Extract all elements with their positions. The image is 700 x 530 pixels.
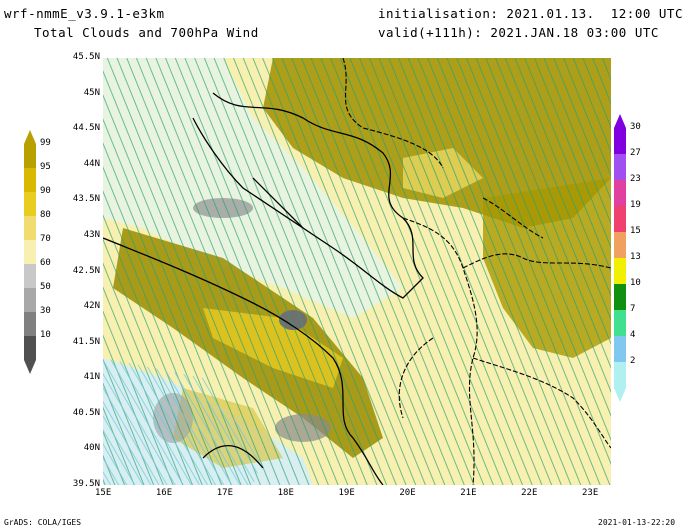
colorbar-swatch: [614, 284, 626, 310]
colorbar-label: 60: [40, 258, 51, 268]
footer-credit: GrADS: COLA/IGES: [4, 518, 82, 527]
colorbar-swatch: [24, 192, 36, 216]
lat-label: 41N: [83, 372, 100, 383]
colorbar-swatch: [614, 362, 626, 388]
lat-label: 42.5N: [72, 265, 100, 276]
lat-label: 39.5N: [72, 479, 100, 489]
colorbar-swatch: [614, 232, 626, 258]
colorbar-swatch: [24, 288, 36, 312]
lon-label: 16E: [155, 488, 173, 498]
map-canvas: [103, 58, 611, 485]
lat-label: 43N: [83, 229, 100, 240]
lat-label: 45N: [83, 87, 100, 98]
colorbar-swatch: [614, 258, 626, 284]
lon-label: 17E: [216, 488, 234, 498]
colorbar-label: 15: [630, 226, 641, 236]
colorbar-swatch: [614, 180, 626, 206]
colorbar-label: 10: [630, 278, 641, 288]
lat-label: 45.5N: [72, 52, 100, 62]
footer-timestamp: 2021-01-13-22:20: [598, 518, 676, 527]
colorbar-swatch: [614, 310, 626, 336]
country-borders: [342, 58, 611, 485]
lon-label: 21E: [460, 488, 477, 498]
init-time: initialisation: 2021.01.13. 12:00 UTC: [378, 6, 683, 21]
model-title: wrf-nmmE_v3.9.1-e3km: [4, 6, 165, 21]
colorbar-label: 70: [40, 234, 51, 244]
colorbar-label: 13: [630, 252, 641, 262]
valid-time: valid(+111h): 2021.JAN.18 03:00 UTC: [378, 25, 659, 40]
colorbar-label: 95: [40, 162, 51, 172]
colorbar-label: 80: [40, 210, 51, 220]
colorbar-label: 99: [40, 138, 51, 148]
wind-field-light: [103, 358, 263, 485]
colorbar-label: 10: [40, 330, 51, 340]
lat-label: 40.5N: [72, 407, 100, 418]
colorbar-swatch: [614, 206, 626, 232]
colorbar-swatch: [24, 240, 36, 264]
colorbar-swatch: [24, 312, 36, 336]
colorbar-swatch: [24, 336, 36, 360]
colorbar-label: 30: [40, 306, 51, 316]
colorbar-swatch: [24, 144, 36, 168]
colorbar-arrow-bottom: [24, 360, 36, 374]
lon-label: 23E: [582, 488, 599, 498]
cloud-cover-colorbar: 99 95 90 80 70 60 50 30 10: [24, 130, 84, 400]
lat-label: 43.5N: [72, 194, 100, 205]
colorbar-swatch: [24, 168, 36, 192]
colorbar-swatch: [614, 336, 626, 362]
colorbar-swatch: [24, 216, 36, 240]
colorbar-label: 30: [630, 122, 641, 132]
colorbar-arrow-top: [24, 130, 36, 144]
lon-label: 18E: [277, 488, 294, 498]
colorbar-label: 4: [630, 330, 636, 340]
lat-label: 40N: [83, 443, 100, 454]
colorbar-swatch: [24, 264, 36, 288]
lat-label: 44N: [83, 158, 100, 169]
lat-label: 41.5N: [72, 336, 100, 347]
colorbar-label: 23: [630, 174, 641, 184]
colorbar-label: 27: [630, 148, 641, 158]
product-title: Total Clouds and 700hPa Wind: [34, 25, 259, 40]
colorbar-swatch: [614, 128, 626, 154]
wind-speed-colorbar: 30 27 23 19 15 13 10 7 4 2: [614, 114, 674, 404]
colorbar-arrow-bottom: [614, 388, 626, 402]
lat-label: 44.5N: [72, 123, 100, 134]
lon-label: 19E: [338, 488, 355, 498]
lon-label: 15E: [95, 488, 112, 498]
colorbar-label: 90: [40, 186, 51, 196]
colorbar-label: 50: [40, 282, 51, 292]
lon-label: 20E: [399, 488, 416, 498]
coastlines: [103, 92, 424, 485]
forecast-map: [103, 58, 611, 485]
lon-label: 22E: [521, 488, 538, 498]
colorbar-swatch: [614, 154, 626, 180]
colorbar-label: 19: [630, 200, 641, 210]
colorbar-label: 7: [630, 304, 636, 314]
colorbar-label: 2: [630, 356, 636, 366]
lat-label: 42N: [83, 301, 100, 312]
colorbar-arrow-top: [614, 114, 626, 128]
